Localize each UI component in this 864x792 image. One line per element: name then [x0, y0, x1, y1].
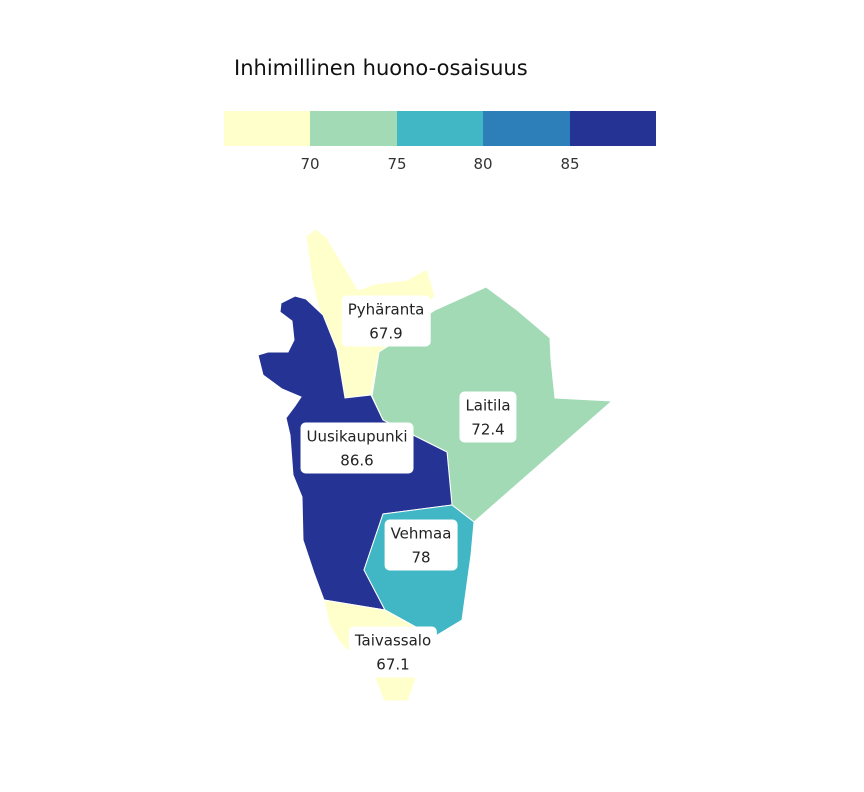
legend-color-bar: [224, 111, 657, 146]
region-name: Uusikaupunki: [306, 427, 408, 446]
region-name: Taivassalo: [354, 631, 432, 650]
region-name: Pyhäranta: [347, 300, 425, 319]
legend-tick-85: 85: [560, 155, 580, 173]
region-label-laitila: Laitila 72.4: [459, 391, 517, 443]
legend-tick-80: 80: [473, 155, 493, 173]
legend-swatch-3: [396, 111, 484, 146]
region-value: 72.4: [471, 420, 505, 439]
legend-title: Inhimillinen huono-osaisuus: [234, 56, 528, 80]
region-label-vehmaa: Vehmaa 78: [384, 519, 458, 571]
legend-swatch-4: [483, 111, 570, 146]
region-label-taivassalo: Taivassalo 67.1: [348, 626, 438, 678]
legend-swatch-2: [310, 111, 397, 146]
legend-swatch-1: [224, 111, 311, 146]
region-value: 78: [411, 548, 431, 567]
legend-swatch-5: [569, 111, 657, 146]
region-name: Vehmaa: [390, 524, 452, 543]
region-value: 86.6: [340, 451, 374, 470]
region-label-pyharanta: Pyhäranta 67.9: [341, 295, 431, 347]
region-name: Laitila: [465, 396, 511, 415]
region-value: 67.1: [376, 655, 410, 674]
region-label-uusikaupunki: Uusikaupunki 86.6: [300, 422, 414, 474]
legend-tick-70: 70: [300, 155, 320, 173]
region-value: 67.9: [369, 324, 403, 343]
legend-tick-75: 75: [387, 155, 407, 173]
